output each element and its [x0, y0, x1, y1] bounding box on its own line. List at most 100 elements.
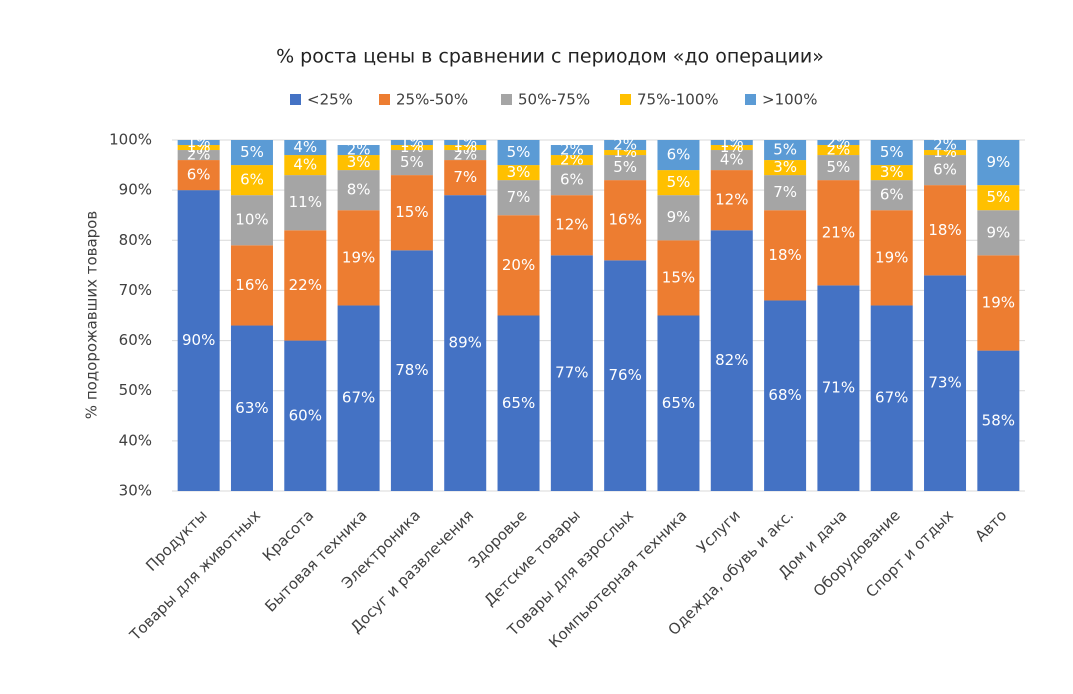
legend-swatch	[620, 94, 631, 105]
bar-segment	[284, 155, 327, 176]
bar-segment	[230, 165, 273, 196]
data-label: 3%	[507, 163, 531, 181]
legend-swatch	[290, 94, 301, 105]
data-label: 3%	[880, 163, 904, 181]
bar-segment	[284, 230, 327, 341]
bar-segment	[390, 250, 433, 491]
data-label: 78%	[395, 361, 428, 379]
bar-segment	[497, 165, 540, 181]
data-label: 65%	[662, 394, 695, 412]
bar-segment	[870, 140, 913, 166]
bar-segment	[870, 180, 913, 211]
data-label: 5%	[986, 188, 1010, 206]
data-label: 1%	[720, 133, 744, 151]
data-label: 9%	[667, 208, 691, 226]
data-label: 5%	[613, 158, 637, 176]
legend-label: 25%-50%	[396, 91, 468, 109]
data-label: 5%	[827, 158, 851, 176]
bar-segment	[924, 140, 967, 151]
legend-label: >100%	[762, 91, 817, 109]
bar-segment	[284, 140, 327, 156]
data-label: 89%	[449, 334, 482, 352]
data-label: 6%	[880, 186, 904, 204]
bar-segment	[284, 340, 327, 491]
bar-segment	[977, 350, 1020, 491]
data-label: 7%	[507, 188, 531, 206]
data-label: 82%	[715, 351, 748, 369]
bar-segment	[817, 140, 860, 146]
bar-segment	[924, 185, 967, 276]
data-label: 15%	[395, 203, 428, 221]
bar-segment	[177, 145, 220, 151]
data-label: 11%	[289, 193, 322, 211]
data-label: 18%	[928, 221, 961, 239]
data-label: 73%	[928, 374, 961, 392]
data-label: 71%	[822, 379, 855, 397]
data-label: 2%	[453, 146, 477, 164]
x-tick-label: Услуги	[693, 506, 744, 557]
data-label: 19%	[875, 248, 908, 266]
legend-swatch	[379, 94, 390, 105]
bar-segment	[710, 150, 753, 171]
bar-segment	[924, 155, 967, 186]
legend-swatch	[745, 94, 756, 105]
bar-segment	[284, 175, 327, 231]
bar-segment	[230, 325, 273, 491]
bar-segment	[870, 165, 913, 181]
data-label: 22%	[289, 276, 322, 294]
data-label: 12%	[555, 216, 588, 234]
bar-segment	[710, 170, 753, 231]
bar-segment	[977, 185, 1020, 211]
legend-label: 50%-75%	[518, 91, 590, 109]
data-label: 65%	[502, 394, 535, 412]
data-label: 16%	[235, 276, 268, 294]
bar-segment	[550, 155, 593, 166]
bar-segment	[817, 145, 860, 156]
bar-segment	[230, 245, 273, 326]
data-label: 63%	[235, 399, 268, 417]
bar-segment	[337, 145, 380, 156]
bar-segment	[657, 195, 700, 241]
bar-segment	[870, 210, 913, 306]
data-label: 58%	[982, 411, 1015, 429]
bar-segment	[497, 140, 540, 166]
data-label: 20%	[502, 256, 535, 274]
data-label: 90%	[182, 331, 215, 349]
bar-segment	[870, 305, 913, 491]
legend-swatch	[501, 94, 512, 105]
bar-segment	[497, 180, 540, 216]
bar-segment	[977, 140, 1020, 186]
data-label: 12%	[715, 191, 748, 209]
data-label: 9%	[986, 153, 1010, 171]
bar-segment	[230, 140, 273, 166]
data-label: 6%	[240, 171, 264, 189]
x-tick-label: Детские товары	[481, 506, 584, 609]
data-label: 4%	[293, 156, 317, 174]
chart-title: % роста цены в сравнении с периодом «до …	[276, 46, 824, 68]
bar-segment	[390, 150, 433, 176]
data-label: 68%	[768, 386, 801, 404]
bar-segment	[337, 155, 380, 171]
y-tick-label: 60%	[119, 331, 152, 349]
bar-segment	[604, 140, 647, 151]
bar-segment	[977, 210, 1020, 256]
bar-segment	[444, 195, 487, 491]
bar-segment	[604, 180, 647, 261]
bar-segment	[337, 210, 380, 306]
y-tick-label: 50%	[119, 381, 152, 399]
data-label: 19%	[982, 293, 1015, 311]
bar-segment	[444, 150, 487, 161]
legend-label: 75%-100%	[637, 91, 719, 109]
bar-segment	[337, 170, 380, 211]
data-label: 21%	[822, 223, 855, 241]
y-tick-label: 30%	[119, 482, 152, 500]
data-label: 67%	[342, 389, 375, 407]
data-label: 16%	[608, 211, 641, 229]
bar-segment	[177, 190, 220, 491]
bar-segment	[604, 260, 647, 491]
bar-segment	[444, 140, 487, 146]
data-label: 77%	[555, 364, 588, 382]
bar-segment	[764, 175, 807, 211]
bar-segment	[657, 140, 700, 171]
